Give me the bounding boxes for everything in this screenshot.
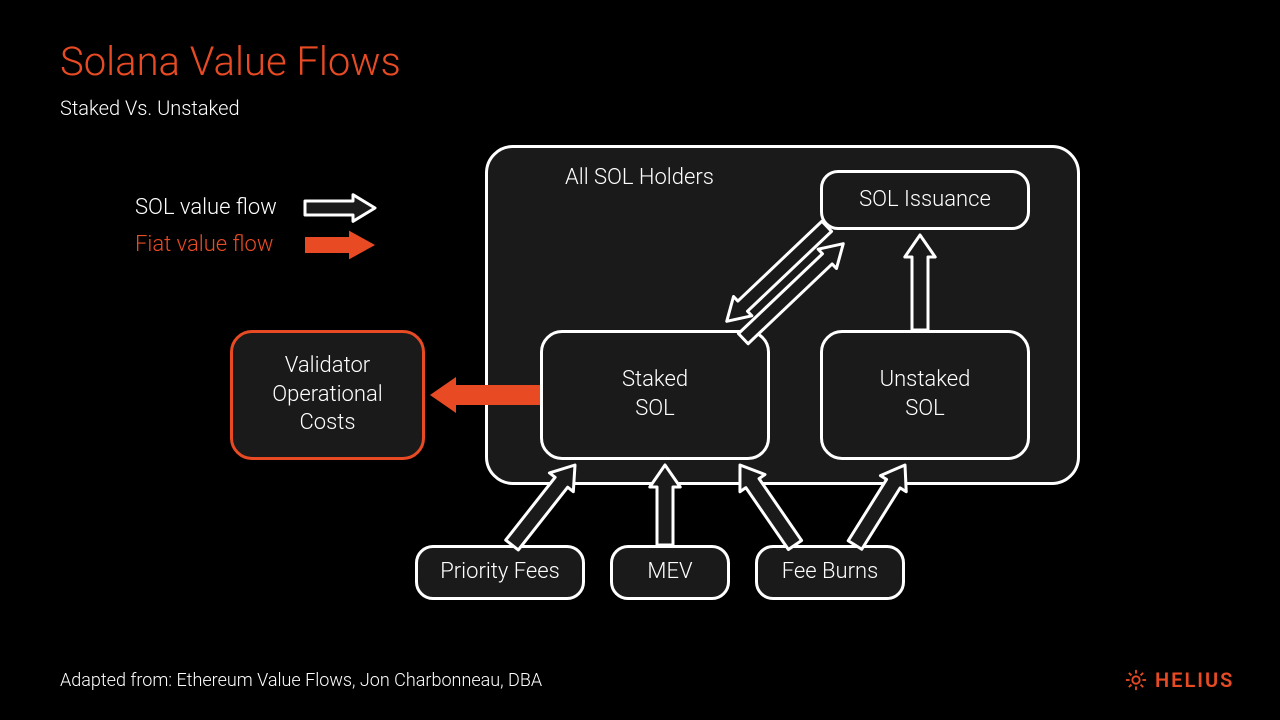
node-staked-label: StakedSOL [622, 366, 688, 423]
brand-logo: HELIUS [1125, 668, 1234, 692]
slide-subtitle: Staked Vs. Unstaked [60, 96, 240, 120]
node-sol-issuance: SOL Issuance [820, 170, 1030, 230]
brand-text: HELIUS [1155, 668, 1234, 692]
node-unstaked-label: UnstakedSOL [880, 366, 971, 423]
slide-title: Solana Value Flows [60, 38, 401, 85]
node-mev-label: MEV [647, 558, 692, 587]
legend-fiat-label: Fiat value flow [135, 232, 273, 257]
node-priority-fees: Priority Fees [415, 545, 585, 600]
node-validator-costs: ValidatorOperationalCosts [230, 330, 425, 460]
node-validator-label: ValidatorOperationalCosts [272, 352, 382, 438]
node-burns-label: Fee Burns [782, 558, 879, 587]
helius-icon [1125, 669, 1147, 691]
legend-sol-label: SOL value flow [135, 195, 277, 220]
node-fee-burns: Fee Burns [755, 545, 905, 600]
node-staked-sol: StakedSOL [540, 330, 770, 460]
node-priority-label: Priority Fees [440, 558, 560, 587]
container-all-holders-label: All SOL Holders [565, 165, 714, 190]
node-issuance-label: SOL Issuance [859, 186, 991, 215]
node-unstaked-sol: UnstakedSOL [820, 330, 1030, 460]
node-mev: MEV [610, 545, 730, 600]
attribution-footer: Adapted from: Ethereum Value Flows, Jon … [60, 670, 542, 691]
